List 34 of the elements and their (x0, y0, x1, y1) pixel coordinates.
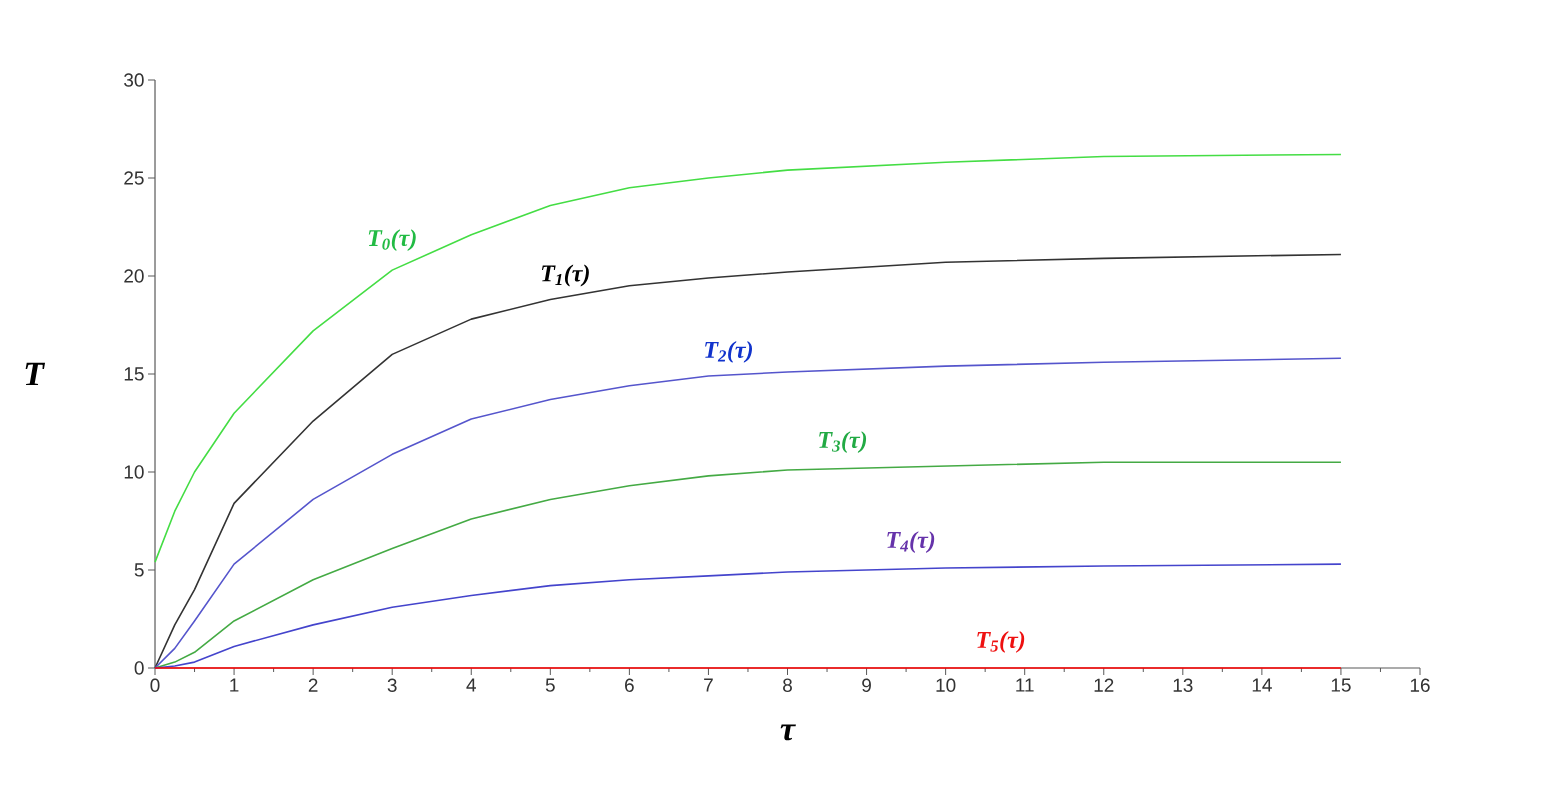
x-tick-label: 2 (308, 678, 318, 692)
series-label: T$_{4}$(τ) (887, 531, 935, 553)
x-tick-label: 14 (1252, 678, 1272, 692)
series-label: T$_{3}$(τ) (819, 431, 867, 453)
x-tick-label: 15 (1331, 678, 1351, 692)
y-tick-label: 10 (124, 465, 144, 479)
x-axis-title: τ (780, 724, 796, 741)
y-tick-label: 20 (124, 269, 144, 283)
x-tick-label: 10 (936, 678, 956, 692)
line-series (154, 153, 1342, 563)
x-tick-label: 0 (150, 678, 160, 692)
x-tick-label: 8 (783, 678, 792, 692)
x-tick-label: 3 (387, 678, 397, 692)
x-tick-label: 11 (1016, 678, 1034, 692)
x-tick-label: 6 (625, 678, 634, 692)
y-tick-label: 0 (134, 661, 144, 675)
series-label: T$_{5}$(τ) (977, 631, 1025, 653)
y-tick-label: 15 (124, 367, 144, 381)
series-label: T$_{1}$(τ) (541, 264, 589, 287)
y-tick-label: 5 (134, 563, 144, 577)
x-tick-label: 7 (704, 678, 713, 692)
y-tick-label: 30 (124, 73, 144, 87)
series-label: T$_{0}$(τ) (368, 229, 416, 251)
x-tick-label: 12 (1094, 678, 1114, 692)
x-tick-label: 13 (1173, 678, 1193, 692)
y-axis-title: T (25, 362, 46, 386)
x-tick-label: 16 (1410, 678, 1430, 692)
x-tick-label: 4 (466, 678, 476, 692)
x-tick-label: 1 (230, 678, 239, 692)
line-series (154, 253, 1342, 669)
x-tick-label: 5 (545, 678, 555, 692)
series-label: T$_{2}$(τ) (705, 341, 753, 363)
x-tick-label: 9 (862, 678, 871, 692)
y-tick-label: 25 (124, 171, 144, 185)
